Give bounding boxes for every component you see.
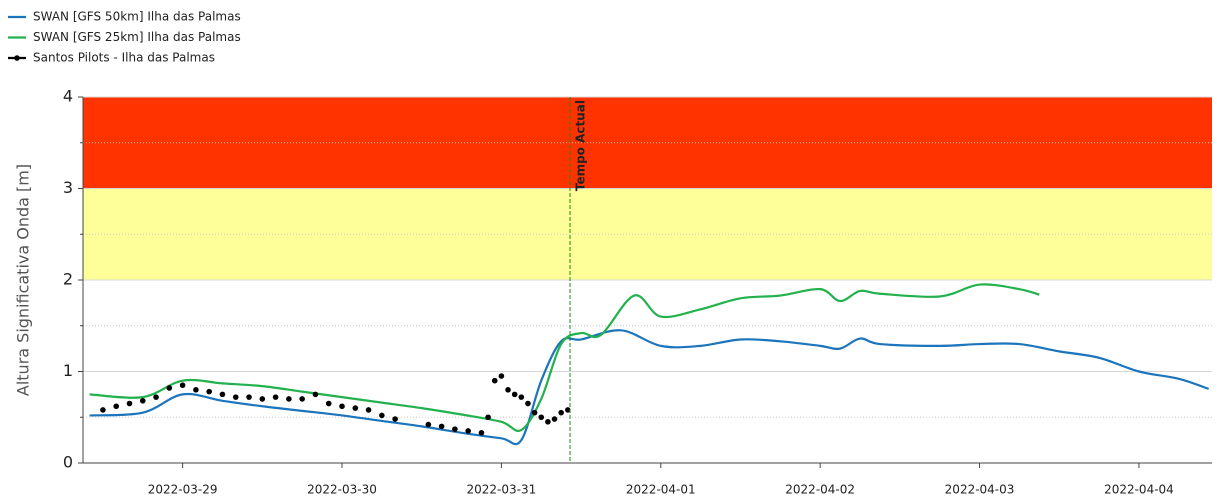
observation-point xyxy=(518,394,525,400)
observation-point xyxy=(365,407,372,413)
observation-point xyxy=(286,396,292,402)
legend-label: SWAN [GFS 50km] Ilha das Palmas xyxy=(33,10,241,24)
observation-point xyxy=(558,409,564,416)
observation-point xyxy=(153,394,159,400)
legend-label: Santos Pilots - Ilha das Palmas xyxy=(33,51,215,65)
legend-label: SWAN [GFS 25km] Ilha das Palmas xyxy=(33,30,241,44)
observation-point xyxy=(438,423,445,430)
observation-point xyxy=(259,396,266,402)
observation-point xyxy=(465,428,471,434)
observation-point xyxy=(206,388,212,395)
x-tick-label: 2022-04-03 xyxy=(945,483,1015,497)
y-tick-label: 3 xyxy=(63,178,73,197)
observation-point xyxy=(166,385,173,391)
y-tick-label: 4 xyxy=(63,87,73,106)
observation-point xyxy=(100,407,106,413)
observation-point xyxy=(551,416,558,422)
y-tick-label: 2 xyxy=(63,270,73,289)
observation-point xyxy=(498,373,505,379)
observation-point xyxy=(485,414,491,421)
y-tick-label: 0 xyxy=(63,453,73,472)
observation-point xyxy=(113,403,120,410)
y-axis-label: Altura Significativa Onda [m] xyxy=(14,164,33,396)
observation-point xyxy=(478,430,485,436)
observation-point xyxy=(179,382,186,389)
observation-point xyxy=(219,391,226,398)
observation-point xyxy=(538,414,545,421)
observation-point xyxy=(425,421,432,428)
observation-point xyxy=(545,419,551,425)
observation-point xyxy=(392,416,398,422)
series-line xyxy=(89,329,1210,446)
observation-point xyxy=(352,405,359,411)
observation-point xyxy=(491,377,498,384)
observation-point xyxy=(139,397,146,404)
x-tick-label: 2022-04-01 xyxy=(626,483,696,497)
x-tick-label: 2022-04-02 xyxy=(785,483,855,497)
observation-point xyxy=(511,391,518,398)
observation-point xyxy=(525,400,531,407)
observation-point xyxy=(325,400,332,407)
observation-point xyxy=(505,387,511,393)
observation-point xyxy=(531,409,538,416)
x-tick-label: 2022-03-29 xyxy=(148,483,218,497)
y-tick-label: 1 xyxy=(63,361,73,380)
observation-point xyxy=(452,426,458,432)
legend-marker xyxy=(14,55,20,61)
current-time-label: Tempo Actual xyxy=(574,100,588,191)
observation-point xyxy=(246,394,252,400)
observation-point xyxy=(565,407,571,413)
observation-point xyxy=(193,387,199,393)
observation-point xyxy=(339,403,345,410)
x-tick-label: 2022-03-31 xyxy=(467,483,537,497)
observation-point xyxy=(299,396,305,402)
observation-point xyxy=(272,394,279,400)
series-line xyxy=(89,283,1040,433)
observation-point xyxy=(312,391,319,398)
x-tick-label: 2022-03-30 xyxy=(307,483,377,497)
observation-point xyxy=(126,400,133,407)
x-tick-label: 2022-04-04 xyxy=(1104,483,1174,497)
observation-point xyxy=(232,394,239,400)
observation-point xyxy=(379,412,385,419)
